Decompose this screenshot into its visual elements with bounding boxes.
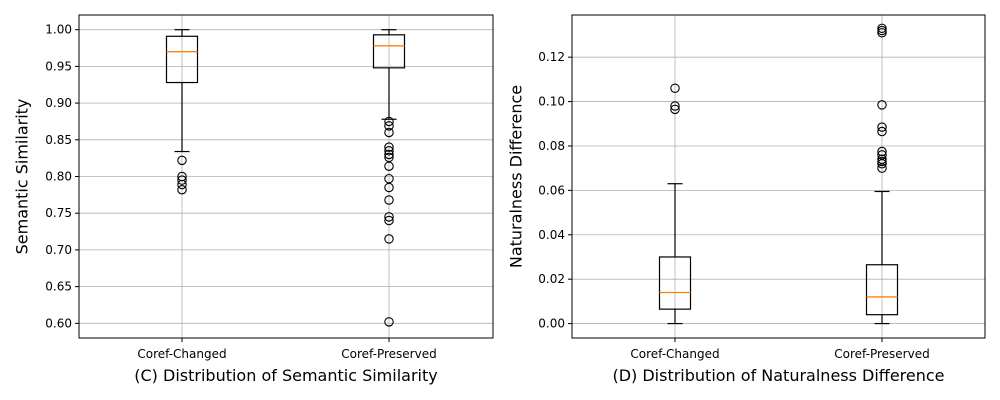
iqr-box bbox=[658, 256, 692, 310]
outlier-point bbox=[384, 161, 394, 171]
axes-frame bbox=[78, 14, 494, 339]
outlier-point bbox=[877, 25, 887, 36]
y-tick-label: 0.90 bbox=[45, 96, 72, 110]
y-axis-label: Naturalness Difference bbox=[507, 85, 526, 268]
y-tick-label: 0.60 bbox=[45, 316, 72, 330]
outlier-point bbox=[384, 234, 394, 244]
outlier-point bbox=[877, 23, 887, 34]
outlier-point bbox=[877, 146, 887, 157]
x-tick-label: Coref-Changed bbox=[137, 347, 226, 361]
outlier-point bbox=[384, 121, 394, 131]
outlier-point bbox=[384, 116, 394, 127]
y-tick-label: 0.04 bbox=[538, 228, 565, 242]
y-tick-label: 0.02 bbox=[538, 272, 565, 286]
outlier-point bbox=[384, 127, 394, 138]
outlier-point bbox=[384, 212, 394, 222]
y-tick-label: 0.06 bbox=[538, 183, 565, 197]
outlier-point bbox=[670, 83, 680, 94]
outlier-point bbox=[877, 163, 887, 173]
outlier-point bbox=[877, 28, 887, 38]
outlier-point bbox=[384, 317, 394, 327]
outlier-point bbox=[384, 195, 394, 205]
outlier-point bbox=[384, 215, 394, 226]
y-tick-label: 0.10 bbox=[538, 95, 565, 109]
y-tick-label: 0.65 bbox=[45, 280, 72, 294]
x-axis-label: (D) Distribution of Naturalness Differen… bbox=[612, 366, 944, 385]
outlier-point bbox=[177, 184, 187, 195]
axes-frame bbox=[571, 14, 986, 339]
outlier-point bbox=[877, 158, 887, 169]
iqr-box bbox=[165, 35, 199, 84]
outlier-point bbox=[177, 155, 187, 166]
y-tick-label: 1.00 bbox=[45, 23, 72, 37]
outlier-point bbox=[877, 100, 887, 110]
y-tick-label: 0.00 bbox=[538, 317, 565, 331]
outlier-point bbox=[877, 126, 887, 137]
outlier-point bbox=[877, 122, 887, 132]
outlier-point bbox=[877, 156, 887, 167]
outlier-point bbox=[384, 149, 394, 160]
outlier-point bbox=[384, 142, 394, 152]
outlier-point bbox=[384, 182, 394, 193]
outlier-point bbox=[177, 175, 187, 185]
outlier-point bbox=[670, 104, 680, 115]
y-tick-label: 0.75 bbox=[45, 206, 72, 220]
y-tick-label: 0.08 bbox=[538, 139, 565, 153]
y-tick-label: 0.85 bbox=[45, 133, 72, 147]
x-tick-label: Coref-Preserved bbox=[834, 347, 929, 361]
iqr-box bbox=[372, 34, 406, 69]
y-tick-label: 0.12 bbox=[538, 50, 565, 64]
y-tick-label: 0.80 bbox=[45, 170, 72, 184]
x-axis-label: (C) Distribution of Semantic Similarity bbox=[134, 366, 437, 385]
y-axis-label: Semantic Similarity bbox=[13, 99, 32, 255]
y-tick-label: 0.70 bbox=[45, 243, 72, 257]
iqr-box bbox=[865, 264, 899, 316]
y-tick-label: 0.95 bbox=[45, 59, 72, 73]
x-tick-label: Coref-Preserved bbox=[341, 347, 436, 361]
x-tick-label: Coref-Changed bbox=[630, 347, 719, 361]
outlier-point bbox=[177, 179, 187, 190]
outlier-point bbox=[384, 146, 394, 156]
outlier-point bbox=[670, 101, 680, 111]
